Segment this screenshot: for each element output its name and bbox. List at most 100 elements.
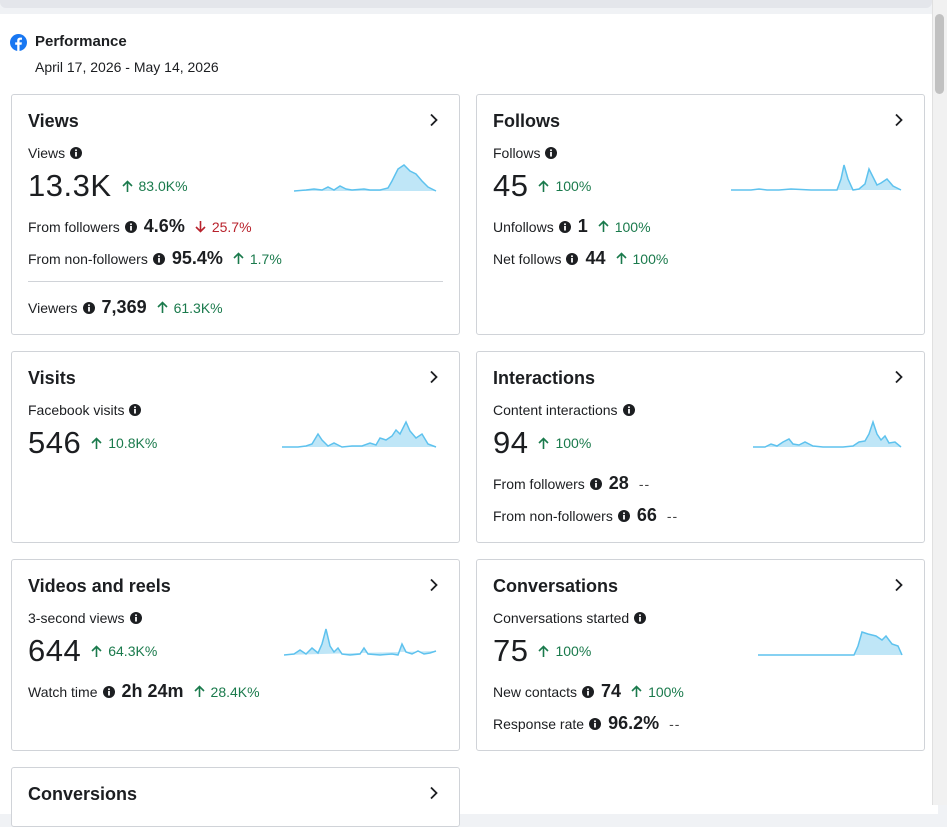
arrow-up-icon bbox=[91, 436, 102, 449]
metric-label: Facebook visits bbox=[28, 402, 125, 418]
conversions-card[interactable]: Conversions bbox=[11, 767, 460, 827]
metric-value: 644 bbox=[28, 633, 82, 668]
info-icon[interactable] bbox=[634, 612, 647, 624]
arrow-up-icon bbox=[157, 301, 168, 313]
metric-label: Watch time bbox=[28, 683, 98, 700]
videos-card[interactable]: Videos and reels 3-second views 644 64.3… bbox=[11, 559, 460, 751]
sparkline-chart bbox=[731, 164, 902, 191]
card-title: Videos and reels bbox=[28, 576, 171, 596]
follows-metric-row: Follows bbox=[493, 145, 558, 161]
info-icon[interactable] bbox=[589, 717, 602, 730]
visits-value-row: 546 10.8K% bbox=[28, 425, 157, 461]
metric-value: 95.4% bbox=[171, 248, 223, 268]
card-title: Interactions bbox=[493, 368, 596, 388]
metric-value: 66 bbox=[636, 505, 657, 525]
info-icon[interactable] bbox=[129, 612, 142, 624]
delta-up: 100% bbox=[598, 219, 651, 235]
conversations-card[interactable]: Conversations Conversations started 75 1… bbox=[476, 559, 925, 751]
views-metric-row: Views bbox=[28, 145, 83, 161]
conversations-metric-row: Conversations started bbox=[493, 610, 647, 626]
arrow-up-icon bbox=[615, 252, 627, 264]
page-title: Performance bbox=[35, 33, 127, 50]
info-icon[interactable] bbox=[82, 301, 95, 314]
metric-value: 546 bbox=[28, 425, 82, 460]
chevron-right-icon[interactable] bbox=[427, 786, 441, 800]
metric-label: From followers bbox=[28, 218, 120, 235]
chevron-right-icon[interactable] bbox=[427, 578, 441, 592]
visits-card[interactable]: Visits Facebook visits 546 10.8K% bbox=[11, 351, 460, 543]
arrow-up-icon bbox=[538, 179, 550, 192]
arrow-up-icon bbox=[538, 644, 550, 657]
new-contacts-row: New contacts 74 100% bbox=[493, 681, 684, 702]
delta-up: 100% bbox=[615, 251, 668, 267]
metric-value: 13.3K bbox=[28, 168, 112, 203]
delta-value: 100% bbox=[555, 178, 592, 194]
delta-up: 100% bbox=[538, 435, 591, 451]
metric-value: 74 bbox=[601, 681, 622, 701]
arrow-up-icon bbox=[193, 685, 205, 697]
chevron-right-icon[interactable] bbox=[892, 578, 906, 592]
chevron-right-icon[interactable] bbox=[892, 370, 906, 384]
scrollbar-track[interactable] bbox=[932, 0, 947, 805]
info-icon[interactable] bbox=[558, 220, 571, 233]
views-value-row: 13.3K 83.0K% bbox=[28, 168, 188, 204]
card-title: Conversations bbox=[493, 576, 619, 596]
info-icon[interactable] bbox=[617, 509, 630, 522]
conversations-value-row: 75 100% bbox=[493, 633, 591, 669]
delta-up: 28.4K% bbox=[193, 684, 260, 700]
metric-value: 28 bbox=[608, 473, 629, 493]
card-title: Views bbox=[28, 111, 79, 131]
delta-up: 83.0K% bbox=[121, 178, 188, 194]
info-icon[interactable] bbox=[124, 220, 137, 233]
metric-value: 75 bbox=[493, 633, 529, 668]
card-title: Visits bbox=[28, 368, 76, 388]
metric-label: Follows bbox=[493, 145, 541, 161]
info-icon[interactable] bbox=[545, 147, 558, 159]
info-icon[interactable] bbox=[589, 477, 602, 490]
card-title: Conversions bbox=[28, 784, 138, 804]
metric-label: Viewers bbox=[28, 299, 78, 316]
sparkline-chart bbox=[758, 631, 903, 656]
delta-value: 100% bbox=[614, 218, 651, 235]
info-icon[interactable] bbox=[152, 252, 165, 265]
videos-metric-row: 3-second views bbox=[28, 610, 142, 626]
delta-value: 25.7% bbox=[211, 218, 252, 235]
scrollbar-thumb[interactable] bbox=[935, 14, 944, 94]
interactions-card[interactable]: Interactions Content interactions 94 100… bbox=[476, 351, 925, 543]
metric-label: Net follows bbox=[493, 250, 562, 267]
metric-value: 94 bbox=[493, 425, 529, 460]
info-icon[interactable] bbox=[582, 685, 595, 698]
views-card[interactable]: Views Views 13.3K 83.0K% From followers … bbox=[11, 94, 460, 335]
interactions-metric-row: Content interactions bbox=[493, 402, 635, 418]
delta-up: 1.7% bbox=[233, 251, 282, 267]
info-icon[interactable] bbox=[102, 685, 115, 698]
arrow-up-icon bbox=[538, 436, 550, 449]
delta-up: 64.3K% bbox=[91, 643, 157, 659]
info-icon[interactable] bbox=[129, 404, 142, 416]
chevron-right-icon[interactable] bbox=[427, 113, 441, 127]
follows-card[interactable]: Follows Follows 45 100% Unfollows 1 100%… bbox=[476, 94, 925, 335]
delta-up: 100% bbox=[538, 178, 591, 194]
chevron-right-icon[interactable] bbox=[892, 113, 906, 127]
chevron-right-icon[interactable] bbox=[427, 370, 441, 384]
metric-label: New contacts bbox=[493, 683, 578, 700]
delta-value: 1.7% bbox=[249, 250, 282, 267]
delta-up: 61.3K% bbox=[157, 300, 223, 316]
arrow-up-icon bbox=[631, 685, 642, 697]
delta-value: 64.3K% bbox=[108, 643, 158, 659]
response-rate-row: Response rate 96.2% -- bbox=[493, 713, 680, 734]
from-followers-row: From followers 4.6% 25.7% bbox=[28, 216, 252, 237]
visits-metric-row: Facebook visits bbox=[28, 402, 142, 418]
metric-value: 96.2% bbox=[608, 713, 660, 733]
metric-value: 1 bbox=[577, 216, 588, 236]
info-icon[interactable] bbox=[566, 252, 579, 265]
delta-value: -- bbox=[669, 715, 681, 732]
net-follows-row: Net follows 44 100% bbox=[493, 248, 668, 269]
info-icon[interactable] bbox=[70, 147, 83, 159]
metric-label: From followers bbox=[493, 475, 585, 492]
delta-value: 100% bbox=[648, 683, 684, 700]
delta-value: 61.3K% bbox=[173, 299, 223, 316]
from-followers-row: From followers 28 -- bbox=[493, 473, 650, 494]
metric-value: 4.6% bbox=[143, 216, 185, 236]
info-icon[interactable] bbox=[622, 404, 635, 416]
